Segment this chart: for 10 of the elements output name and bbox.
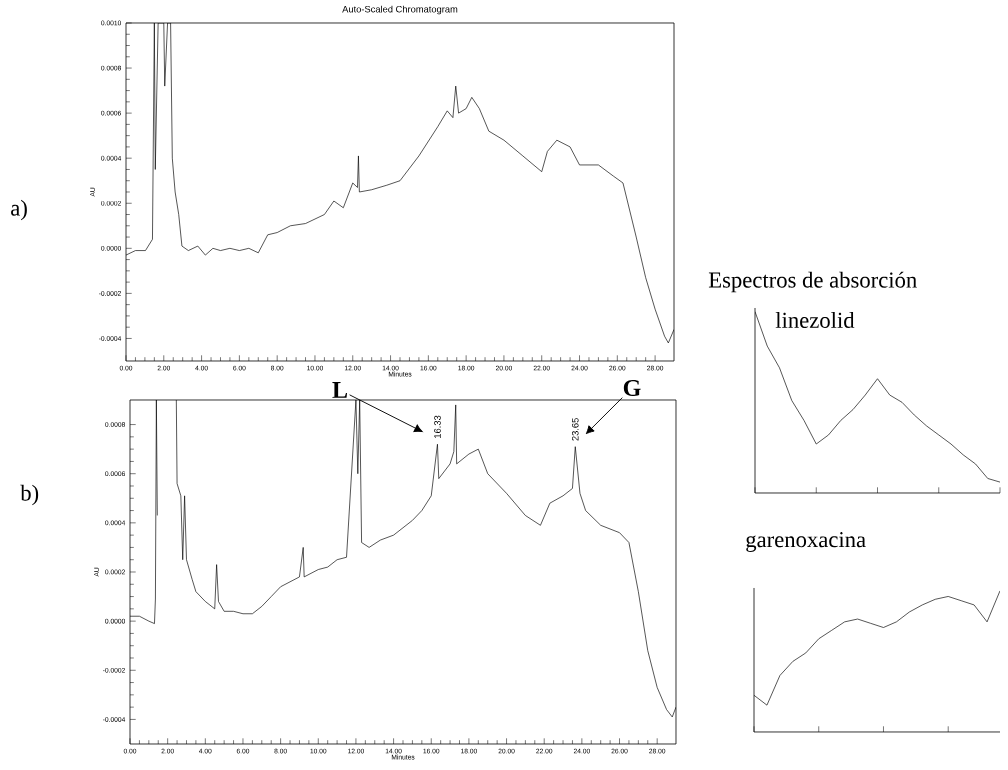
annotation: 16.33: [434, 415, 441, 438]
chart-title: garenoxacina: [746, 532, 866, 552]
annotation: 23.65: [571, 418, 579, 441]
text: G: [623, 379, 641, 397]
text: Espectros de absorción: [708, 271, 917, 293]
chart-title: Auto-Scaled Chromatogram: [342, 5, 458, 15]
text: b): [20, 484, 39, 506]
chart-title: linezolid: [775, 312, 855, 328]
text: L: [332, 382, 348, 398]
text: a): [11, 199, 27, 221]
